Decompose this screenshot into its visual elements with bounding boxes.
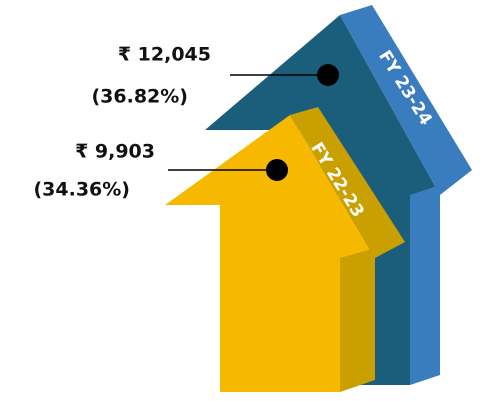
amount: ₹ 9,903 <box>75 141 155 163</box>
arrow-front <box>165 115 375 392</box>
arrow-strip <box>340 5 472 195</box>
leader-dot <box>317 64 339 86</box>
share: (34.36%) <box>33 179 130 201</box>
share: (36.82%) <box>91 86 188 108</box>
leader-dot <box>266 159 288 181</box>
arrow-strip <box>290 107 405 258</box>
arrow-side <box>340 248 375 392</box>
arrow-side <box>410 185 440 385</box>
arrow-fy-22-23: FY 22-23 <box>165 107 405 392</box>
amount: ₹ 12,045 <box>118 44 211 66</box>
